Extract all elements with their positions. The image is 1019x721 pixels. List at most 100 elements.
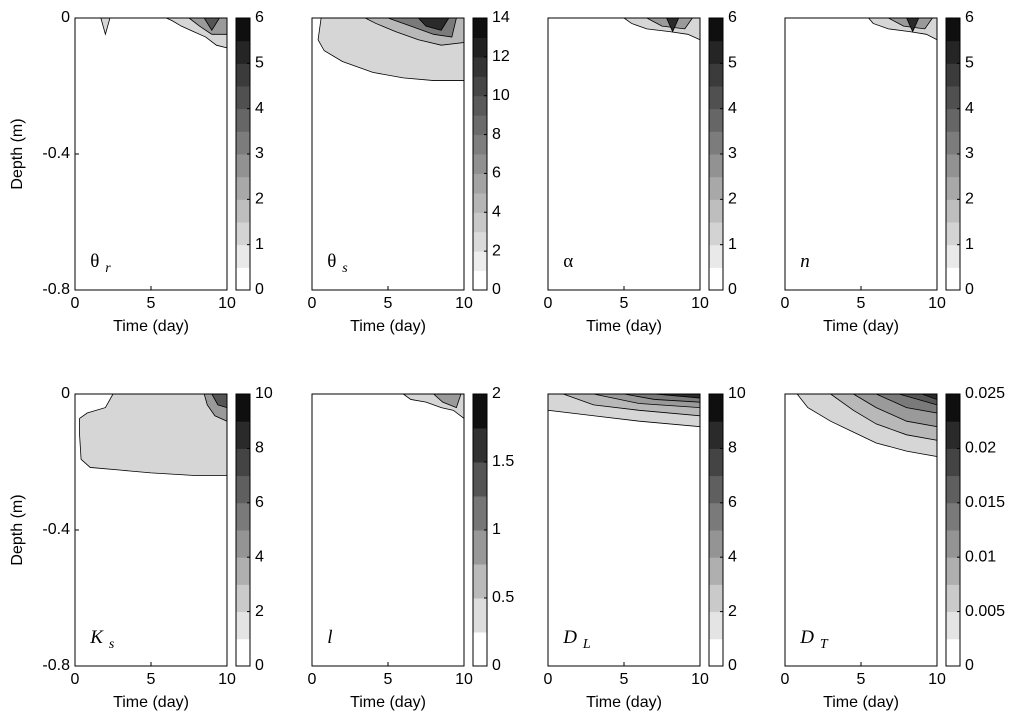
colorbar-band xyxy=(236,584,250,613)
colorbar-band xyxy=(236,267,250,291)
colorbar-frame xyxy=(708,393,724,667)
colorbar-band xyxy=(946,611,960,640)
subplot: 0 5 10 Time (day) α 0 1 2 3 4 5 6 xyxy=(544,9,737,335)
x-axis-label: Time (day) xyxy=(823,318,899,335)
label-subscript: s xyxy=(109,637,115,652)
colorbar-tick-label: 0 xyxy=(255,281,264,298)
colorbar-band xyxy=(709,421,723,449)
colorbar-tick-label: 0 xyxy=(492,281,501,298)
colorbar-band xyxy=(946,244,960,268)
x-tick-label: 10 xyxy=(691,295,709,312)
colorbar-tick-label: 2 xyxy=(492,242,501,259)
colorbar-tick-label: 10 xyxy=(255,385,273,402)
colorbar-band xyxy=(709,638,723,667)
colorbar-band xyxy=(709,108,723,132)
colorbar-tick-label: 0.005 xyxy=(965,603,1005,620)
colorbar-tick-label: 2 xyxy=(255,603,264,620)
colorbar-tick-label: 8 xyxy=(492,126,501,143)
colorbar-band xyxy=(709,584,723,613)
colorbar-band xyxy=(946,154,960,178)
x-tick-label: 0 xyxy=(781,671,790,688)
colorbar-band xyxy=(946,638,960,667)
colorbar-band xyxy=(473,530,487,565)
colorbar-band xyxy=(709,18,723,42)
colorbar-band xyxy=(709,63,723,87)
colorbar-band xyxy=(473,192,487,213)
colorbar-tick-label: 0.015 xyxy=(965,494,1005,511)
colorbar-tick-label: 4 xyxy=(255,100,264,117)
colorbar-band xyxy=(473,394,487,429)
colorbar-band xyxy=(946,131,960,155)
colorbar-band xyxy=(236,18,250,42)
colorbar-tick-label: 0 xyxy=(492,657,501,674)
y-axis-label: Depth (m) xyxy=(9,494,26,565)
colorbar-band xyxy=(236,421,250,449)
x-axis-label: Time (day) xyxy=(113,694,189,711)
x-axis-label: Time (day) xyxy=(350,318,426,335)
colorbar-band xyxy=(236,448,250,477)
plot-area xyxy=(785,18,937,290)
x-tick-label: 5 xyxy=(147,671,156,688)
subplot: 0 5 10 Time (day) l 0 0.5 1 1.5 2 xyxy=(308,385,515,711)
colorbar-tick-label: 6 xyxy=(492,165,501,182)
label-symbol: α xyxy=(563,251,573,272)
subplot: 0 5 10 Time (day) D T 0 0.005 0.01 0.015 0.02 0.025 xyxy=(781,385,1005,711)
colorbar-tick-label: 0.5 xyxy=(492,589,514,606)
x-tick-label: 10 xyxy=(455,295,473,312)
colorbar-band xyxy=(709,176,723,200)
subplot: 0 5 10 Time (day) θ s 0 2 4 6 8 10 12 14 xyxy=(308,9,510,335)
colorbar-band xyxy=(946,18,960,42)
x-tick-label: 0 xyxy=(544,295,553,312)
colorbar-tick-label: 0 xyxy=(965,657,974,674)
y-tick-label: -0.4 xyxy=(42,145,70,162)
label-symbol: K xyxy=(89,627,104,648)
colorbar-band xyxy=(709,611,723,640)
colorbar-band xyxy=(473,18,487,38)
x-tick-label: 10 xyxy=(691,671,709,688)
colorbar-tick-label: 0 xyxy=(255,657,264,674)
colorbar-tick-label: 12 xyxy=(492,48,510,65)
colorbar-band xyxy=(236,611,250,640)
colorbar-band xyxy=(709,154,723,178)
x-tick-label: 0 xyxy=(308,295,317,312)
colorbar-tick-label: 14 xyxy=(492,9,510,26)
colorbar-band xyxy=(709,448,723,477)
colorbar-tick-label: 1 xyxy=(492,521,501,538)
colorbar-band xyxy=(709,199,723,223)
label-subscript: T xyxy=(820,637,829,652)
colorbar-band xyxy=(946,394,960,422)
x-axis-label: Time (day) xyxy=(350,694,426,711)
colorbar-band xyxy=(473,134,487,155)
colorbar-tick-label: 5 xyxy=(728,55,737,72)
colorbar-tick-label: 4 xyxy=(255,548,264,565)
colorbar-band xyxy=(236,154,250,178)
y-tick-label: -0.8 xyxy=(42,281,70,298)
panel-label: α xyxy=(563,251,573,272)
subplot: 0 5 10 Time (day) 0 -0.4 -0.8 Depth (m) θ r 0 1 2 3 4 5… xyxy=(9,9,264,335)
x-axis-label: Time (day) xyxy=(113,318,189,335)
colorbar-band xyxy=(473,564,487,599)
subplot: 0 5 10 Time (day) n 0 1 2 3 4 5 6 xyxy=(781,9,974,335)
colorbar-band xyxy=(709,267,723,291)
colorbar-band xyxy=(236,108,250,132)
colorbar-band xyxy=(236,176,250,200)
colorbar-tick-label: 10 xyxy=(492,87,510,104)
colorbar-band xyxy=(473,212,487,233)
subplot: 0 5 10 Time (day) D L 0 2 4 6 8 10 xyxy=(544,385,746,711)
colorbar-band xyxy=(473,428,487,463)
colorbar-band xyxy=(946,40,960,64)
x-tick-label: 10 xyxy=(928,295,946,312)
x-tick-label: 5 xyxy=(620,295,629,312)
y-tick-label: -0.4 xyxy=(42,521,70,538)
x-tick-label: 0 xyxy=(71,671,80,688)
colorbar-tick-label: 0.025 xyxy=(965,385,1005,402)
colorbar-band xyxy=(236,86,250,110)
colorbar-tick-label: 2 xyxy=(255,191,264,208)
colorbar-band xyxy=(473,251,487,272)
label-symbol: θ xyxy=(327,251,336,272)
colorbar-tick-label: 6 xyxy=(965,9,974,26)
label-subscript: s xyxy=(342,261,348,276)
x-tick-label: 5 xyxy=(147,295,156,312)
colorbar-band xyxy=(709,86,723,110)
